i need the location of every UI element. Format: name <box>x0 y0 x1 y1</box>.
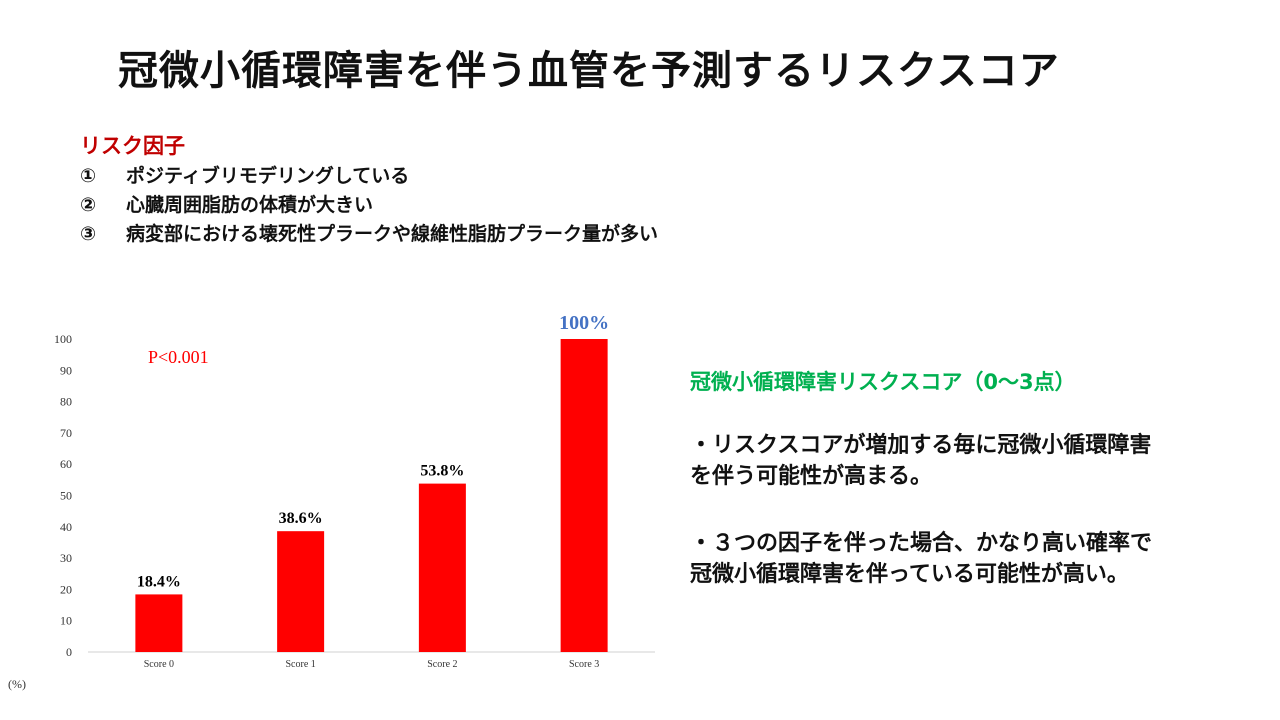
data-label: 100% <box>559 312 609 334</box>
risk-factors-heading: リスク因子 <box>80 134 185 158</box>
risk-score-point-2-line-2: 冠微小循環障害を伴っている可能性が高い。 <box>690 562 1129 587</box>
bar <box>418 483 466 652</box>
y-tick-label: 60 <box>60 457 72 471</box>
risk-factor-text: 心臓周囲脂肪の体積が大きい <box>126 194 374 216</box>
y-tick-label: 0 <box>66 645 72 659</box>
y-tick-label: 70 <box>60 426 72 440</box>
bar <box>277 531 325 652</box>
risk-factor-number: ① <box>80 165 97 187</box>
bar-chart: 0 10 20 30 40 50 60 70 80 90 100 18.4% Score 0 38.6% S… <box>0 300 680 720</box>
risk-factor-item: ③ 病変部における壊死性プラークや線維性脂肪プラーク量が多い <box>80 220 658 249</box>
p-value-annotation: P<0.001 <box>148 347 209 367</box>
risk-score-point-1-line-1: ・リスクスコアが増加する毎に冠微小循環障害 <box>690 433 1152 458</box>
y-tick-label: 40 <box>60 520 72 534</box>
x-tick-label: Score 2 <box>427 659 457 670</box>
bar <box>560 339 608 652</box>
y-tick-label: 20 <box>60 582 72 596</box>
x-tick-label: Score 3 <box>569 659 599 670</box>
bar-chart-svg: 0 10 20 30 40 50 60 70 80 90 100 18.4% Score 0 38.6% S… <box>8 312 655 691</box>
risk-factor-text: ポジティブリモデリングしている <box>126 165 410 187</box>
risk-factor-number: ② <box>80 194 97 216</box>
y-tick-label: 100 <box>54 332 72 346</box>
risk-factor-number: ③ <box>80 223 97 245</box>
data-label: 38.6% <box>279 510 323 527</box>
x-tick-label: Score 1 <box>285 659 315 670</box>
data-label: 18.4% <box>137 573 181 590</box>
risk-score-point-2: ・３つの因子を伴った場合、かなり高い確率で 冠微小循環障害を伴っている可能性が高… <box>690 528 1152 590</box>
risk-score-title: 冠微小循環障害リスクスコア（0～3点） <box>690 370 1076 394</box>
y-tick-label: 50 <box>60 489 72 503</box>
risk-factor-text: 病変部における壊死性プラークや線維性脂肪プラーク量が多い <box>126 223 659 245</box>
page-title: 冠微小循環障害を伴う血管を予測するリスクスコア <box>118 48 1060 94</box>
data-label: 53.8% <box>420 463 464 480</box>
y-axis-label: (%) <box>8 677 26 691</box>
risk-score-point-2-line-1: ・３つの因子を伴った場合、かなり高い確率で <box>690 531 1153 556</box>
y-tick-label: 30 <box>60 551 72 565</box>
x-tick-label: Score 0 <box>144 659 174 670</box>
risk-score-point-1-line-2: を伴う可能性が高まる。 <box>690 464 933 489</box>
y-tick-label: 10 <box>60 614 72 628</box>
y-tick-label: 80 <box>60 395 72 409</box>
risk-factor-item: ② 心臓周囲脂肪の体積が大きい <box>80 191 658 220</box>
risk-factor-item: ① ポジティブリモデリングしている <box>80 162 658 191</box>
risk-factors: リスク因子 ① ポジティブリモデリングしている ② 心臓周囲脂肪の体積が大きい ③ 病… <box>80 130 658 249</box>
y-tick-label: 90 <box>60 363 72 377</box>
bar <box>135 594 183 652</box>
risk-score-point-1: ・リスクスコアが増加する毎に冠微小循環障害 を伴う可能性が高まる。 <box>690 430 1151 492</box>
